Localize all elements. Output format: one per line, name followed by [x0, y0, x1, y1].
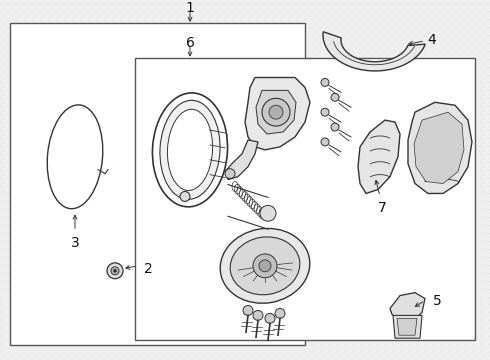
Bar [135, 58, 475, 340]
Polygon shape [408, 102, 472, 193]
Circle shape [262, 98, 290, 126]
Text: 3: 3 [71, 236, 79, 250]
Circle shape [275, 309, 285, 318]
Text: 5: 5 [433, 293, 441, 307]
Circle shape [321, 138, 329, 146]
Circle shape [260, 205, 276, 221]
Circle shape [269, 105, 283, 119]
Circle shape [331, 123, 339, 131]
Circle shape [225, 169, 235, 179]
Ellipse shape [47, 105, 103, 209]
Polygon shape [393, 315, 422, 338]
Circle shape [111, 267, 119, 275]
Circle shape [114, 269, 117, 272]
Circle shape [180, 192, 190, 201]
Polygon shape [323, 32, 425, 71]
Ellipse shape [168, 109, 213, 190]
Polygon shape [225, 140, 258, 180]
Text: 2: 2 [144, 262, 152, 276]
Ellipse shape [230, 237, 300, 295]
Circle shape [321, 108, 329, 116]
Polygon shape [256, 90, 296, 134]
Circle shape [253, 310, 263, 320]
Polygon shape [397, 318, 417, 335]
Circle shape [321, 78, 329, 86]
Text: 1: 1 [186, 1, 195, 15]
Circle shape [259, 260, 271, 272]
Circle shape [243, 306, 253, 315]
Ellipse shape [220, 228, 310, 303]
Polygon shape [414, 112, 464, 184]
Circle shape [331, 93, 339, 101]
Polygon shape [358, 120, 400, 193]
Bar [10, 23, 305, 345]
Circle shape [253, 254, 277, 278]
Ellipse shape [160, 100, 220, 199]
Text: 7: 7 [378, 201, 387, 215]
Ellipse shape [152, 93, 227, 207]
Circle shape [107, 263, 123, 279]
Polygon shape [390, 293, 425, 322]
Polygon shape [245, 77, 310, 150]
Text: 6: 6 [186, 36, 195, 50]
Circle shape [265, 314, 275, 323]
Text: 4: 4 [428, 33, 437, 47]
